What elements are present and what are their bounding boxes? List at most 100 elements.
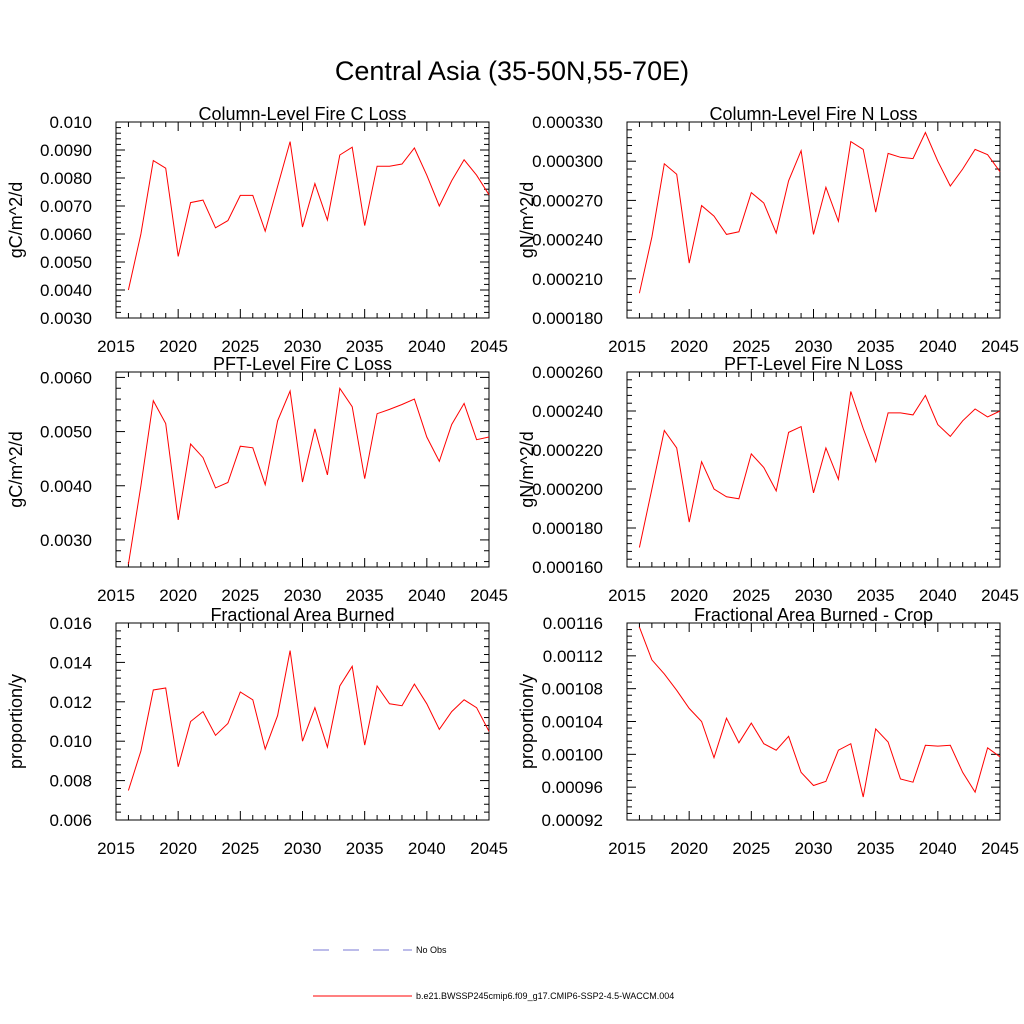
x-tick-label: 2045 <box>470 586 508 605</box>
x-tick-label: 2025 <box>732 337 770 356</box>
x-tick-label: 2020 <box>670 337 708 356</box>
legend-label-model: b.e21.BWSSP245cmip6.f09_g17.CMIP6-SSP2-4… <box>416 991 674 1001</box>
y-tick-label: 0.008 <box>49 772 92 791</box>
legend-label-no-obs: No Obs <box>416 945 447 955</box>
x-tick-label: 2015 <box>97 839 135 858</box>
y-tick-label: 0.0030 <box>40 309 92 328</box>
x-tick-label: 2040 <box>408 586 446 605</box>
x-tick-label: 2020 <box>159 839 197 858</box>
x-tick-label: 2020 <box>670 586 708 605</box>
y-tick-label: 0.000240 <box>532 402 603 421</box>
y-tick-label: 0.000300 <box>532 152 603 171</box>
chart-panel-1: 2015 2020 2025 2030 2035 2040 2045 0.0030 0.0040… <box>6 104 508 356</box>
x-tick-label: 2025 <box>732 839 770 858</box>
x-tick-label: 2015 <box>97 586 135 605</box>
y-tick-label: 0.016 <box>49 614 92 633</box>
x-tick-label: 2035 <box>346 839 384 858</box>
x-tick-label: 2040 <box>919 586 957 605</box>
y-tick-label: 0.006 <box>49 811 92 830</box>
y-tick-label: 0.0050 <box>40 423 92 442</box>
y-tick-label: 0.0060 <box>40 225 92 244</box>
x-tick-label: 2040 <box>408 337 446 356</box>
x-tick-label: 2035 <box>857 586 895 605</box>
y-tick-label: 0.0040 <box>40 477 92 496</box>
y-axis-label: gC/m^2/d <box>6 182 26 258</box>
x-tick-label: 2020 <box>159 586 197 605</box>
x-tick-label: 2030 <box>284 586 322 605</box>
y-tick-label: 0.010 <box>49 113 92 132</box>
y-tick-label: 0.0050 <box>40 253 92 272</box>
y-tick-label: 0.0060 <box>40 368 92 387</box>
y-tick-label: 0.012 <box>49 693 92 712</box>
x-tick-label: 2025 <box>221 839 259 858</box>
y-axis-label: proportion/y <box>517 674 537 769</box>
y-tick-label: 0.0080 <box>40 169 92 188</box>
chart-panel-3: 2015 2020 2025 2030 2035 2040 2045 0.0030 0.0040… <box>6 354 508 605</box>
series-line <box>638 626 1001 798</box>
panel-title: Column-Level Fire C Loss <box>198 104 406 124</box>
y-axis-label: proportion/y <box>6 674 26 769</box>
x-tick-label: 2035 <box>857 839 895 858</box>
x-tick-label: 2025 <box>221 337 259 356</box>
panel-title: Fractional Area Burned <box>210 605 394 625</box>
x-tick-label: 2045 <box>981 586 1019 605</box>
y-tick-label: 0.0090 <box>40 141 92 160</box>
panel-title: Fractional Area Burned - Crop <box>694 605 933 625</box>
legend: No Obs b.e21.BWSSP245cmip6.f09_g17.CMIP6-… <box>313 945 674 1001</box>
x-tick-label: 2045 <box>981 337 1019 356</box>
x-tick-label: 2030 <box>284 337 322 356</box>
y-tick-label: 0.0030 <box>40 531 92 550</box>
x-tick-label: 2020 <box>159 337 197 356</box>
chart-panel-5: 2015 2020 2025 2030 2035 2040 2045 0.006 0.008 0.… <box>6 605 508 858</box>
x-tick-label: 2045 <box>981 839 1019 858</box>
y-tick-label: 0.000210 <box>532 270 603 289</box>
x-tick-label: 2030 <box>795 839 833 858</box>
series-line <box>127 386 490 565</box>
y-tick-label: 0.000200 <box>532 480 603 499</box>
plot-frame <box>115 121 490 319</box>
x-tick-label: 2030 <box>795 337 833 356</box>
y-tick-label: 0.0040 <box>40 281 92 300</box>
y-tick-label: 0.00104 <box>542 713 603 732</box>
x-tick-label: 2025 <box>732 586 770 605</box>
series-line <box>127 141 490 291</box>
x-tick-label: 2020 <box>670 839 708 858</box>
y-axis-label: gC/m^2/d <box>6 431 26 507</box>
x-tick-label: 2040 <box>408 839 446 858</box>
y-tick-label: 0.010 <box>49 732 92 751</box>
x-tick-label: 2015 <box>608 586 646 605</box>
x-tick-label: 2025 <box>221 586 259 605</box>
x-tick-label: 2045 <box>470 337 508 356</box>
y-tick-label: 0.000270 <box>532 191 603 210</box>
y-tick-label: 0.000220 <box>532 441 603 460</box>
panel-title: PFT-Level Fire C Loss <box>213 354 392 374</box>
chart-panel-6: 2015 2020 2025 2030 2035 2040 2045 0.00092 0.000… <box>517 605 1019 858</box>
x-tick-label: 2015 <box>608 337 646 356</box>
y-tick-label: 0.00100 <box>542 745 603 764</box>
y-axis-label: gN/m^2/d <box>517 431 537 507</box>
series-line <box>638 391 1001 548</box>
y-tick-label: 0.0070 <box>40 197 92 216</box>
y-tick-label: 0.000180 <box>532 309 603 328</box>
x-tick-label: 2040 <box>919 337 957 356</box>
plot-frame <box>626 371 1001 568</box>
chart-panel-2: 2015 2020 2025 2030 2035 2040 2045 0.000180 0.00… <box>517 104 1019 356</box>
y-tick-label: 0.00116 <box>543 614 603 633</box>
plot-frame <box>115 622 490 821</box>
x-tick-label: 2045 <box>470 839 508 858</box>
x-tick-label: 2015 <box>608 839 646 858</box>
page-title: Central Asia (35-50N,55-70E) <box>334 56 690 86</box>
panel-title: PFT-Level Fire N Loss <box>724 354 903 374</box>
y-tick-label: 0.000260 <box>532 363 603 382</box>
y-tick-label: 0.00108 <box>542 680 603 699</box>
y-tick-label: 0.014 <box>49 653 92 672</box>
x-tick-label: 2035 <box>346 586 384 605</box>
x-tick-label: 2035 <box>857 337 895 356</box>
x-tick-label: 2015 <box>97 337 135 356</box>
x-tick-label: 2030 <box>284 839 322 858</box>
chart-panel-4: 2015 2020 2025 2030 2035 2040 2045 0.000160 0.00… <box>517 354 1019 605</box>
y-tick-label: 0.000240 <box>532 231 603 250</box>
panel-title: Column-Level Fire N Loss <box>709 104 917 124</box>
y-tick-label: 0.00096 <box>542 778 603 797</box>
